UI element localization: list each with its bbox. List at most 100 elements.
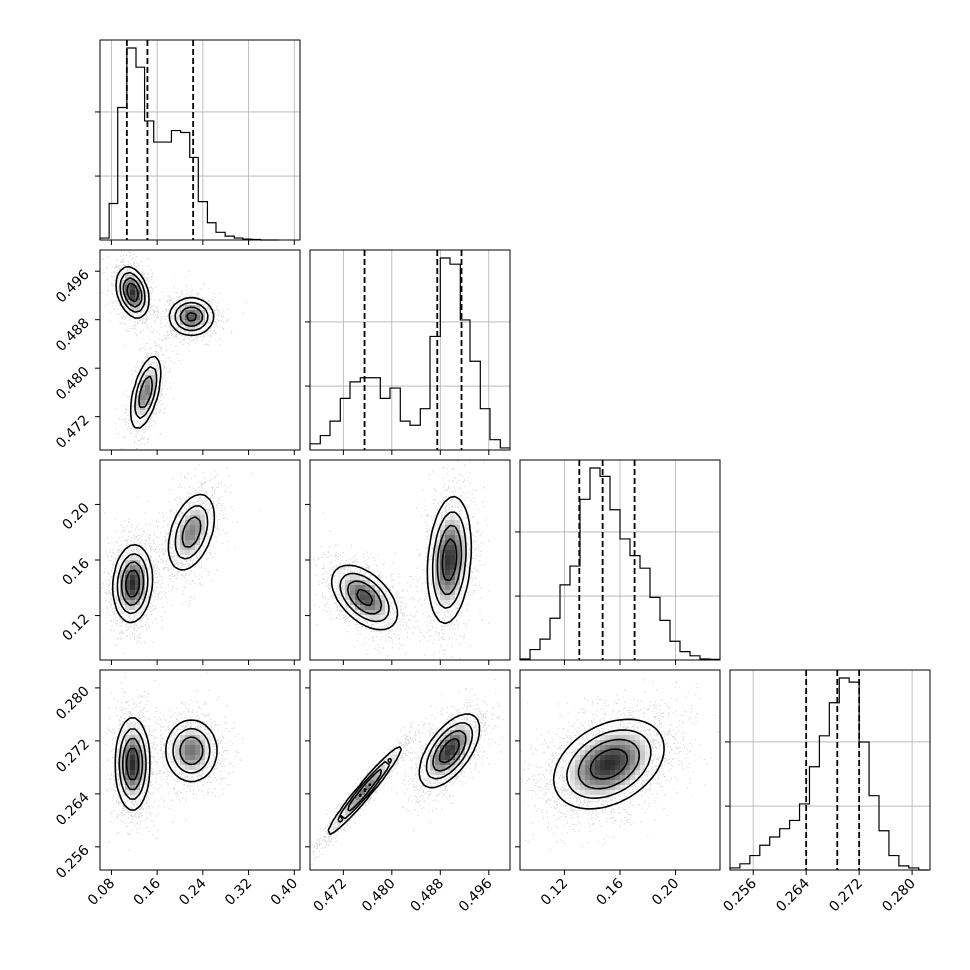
density-cell [135,555,141,561]
density-cell [645,750,651,756]
density-cell [120,285,126,291]
density-cell [140,290,146,296]
density-cell [605,735,611,741]
density-cell [125,780,131,786]
density-cell [620,770,626,776]
density-cell [135,410,141,416]
scatter-panel-0-2 [99,459,301,661]
density-cell [130,765,136,771]
density-cell [145,370,151,376]
density-cell [595,760,601,766]
xtick-label: 0.16 [131,875,164,908]
density-cell [600,780,606,786]
density-cell [180,550,186,556]
density-cell [130,280,136,286]
density-cell [135,390,141,396]
density-cell [370,785,376,791]
density-cell [185,515,191,521]
density-cell [450,725,456,731]
density-cell [180,750,186,756]
density-cell [180,520,186,526]
density-cell [440,530,446,536]
density-cell [385,605,391,611]
density-cell [595,790,601,796]
density-cell [610,730,616,736]
density-cell [140,560,146,566]
density-cell [370,590,376,596]
density-cell [175,310,181,316]
density-cell [140,595,146,601]
density-cell [195,310,201,316]
density-cell [135,795,141,801]
density-cell [180,545,186,551]
density-cell [190,510,196,516]
density-cell [445,580,451,586]
density-cell [600,765,606,771]
density-cell [455,730,461,736]
density-cell [350,595,356,601]
ytick-label: 0.16 [59,555,92,588]
ytick-label: 0.272 [53,736,93,776]
hist-panel-0 [95,39,301,241]
scatter-frame-1-2 [309,459,511,661]
density-cell [445,760,451,766]
density-cell [455,735,461,741]
density-cell [580,770,586,776]
density-cell [455,750,461,756]
density-cell [455,565,461,571]
density-cell [135,785,141,791]
density-cell [630,730,636,736]
density-cell [450,735,456,741]
xtick-label: 0.12 [538,876,571,909]
density-cell [455,515,461,521]
density-cell [600,760,606,766]
density-cell [125,785,131,791]
density-cell [135,580,141,586]
density-cell [150,370,156,376]
density-cell [370,605,376,611]
density-cell [130,590,136,596]
density-cell [450,560,456,566]
density-cell [455,525,461,531]
density-cell [140,780,146,786]
density-cell [135,570,141,576]
density-cell [435,770,441,776]
density-cell [355,575,361,581]
density-cell [195,740,201,746]
density-cell [635,750,641,756]
ytick-label: 0.488 [53,315,93,355]
density-cell [195,745,201,751]
density-cell [610,750,616,756]
density-cell [580,760,586,766]
density-cell [200,530,206,536]
density-cell [340,810,346,816]
density-cell [595,750,601,756]
density-cell [135,790,141,796]
density-cell [580,765,586,771]
density-cell [190,765,196,771]
density-cell [460,560,466,566]
density-cell [610,735,616,741]
density-cell [360,605,366,611]
density-cell [125,795,131,801]
density-cell [190,320,196,326]
density-cell [135,775,141,781]
contour-1-2-3 [356,538,458,607]
density-cell [435,535,441,541]
ytick-label: 0.264 [53,789,93,829]
scatter-panel-0-3 [99,669,301,871]
density-cell [440,735,446,741]
density-cell [130,600,136,606]
density-cell [615,750,621,756]
density-cell [135,605,141,611]
density-cell [575,785,581,791]
density-cell [195,730,201,736]
density-cell [380,615,386,621]
contour-0-3-3 [125,747,140,781]
contour-0-1-0 [115,266,215,429]
hist-steps-3 [729,677,929,871]
density-cell [640,760,646,766]
density-cell [585,755,591,761]
density-cell [455,760,461,766]
